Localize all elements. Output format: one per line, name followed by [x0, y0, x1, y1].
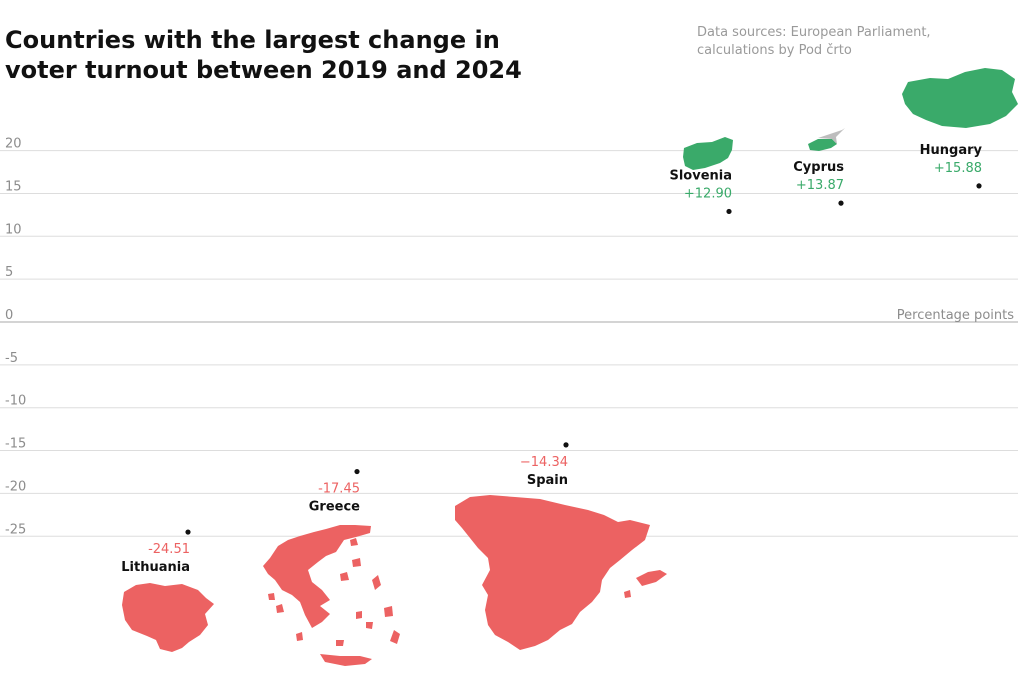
value-label-lithuania: -24.51 — [148, 542, 190, 557]
data-source-note: Data sources: European Parliament, calcu… — [697, 25, 931, 58]
point-dot-greece — [354, 468, 360, 475]
greece-map-icon — [263, 525, 371, 628]
y-tick-label-7: -15 — [5, 437, 26, 452]
value-label-cyprus: +13.87 — [796, 178, 844, 193]
source-line-2: calculations by Pod črto — [697, 43, 852, 58]
hungary-map-icon — [902, 68, 1018, 128]
lithuania-map-icon — [122, 583, 214, 652]
cyprus-map-icon — [808, 139, 837, 151]
point-slovenia: Slovenia +12.90 — [669, 168, 732, 215]
y-unit-label: Percentage points — [897, 308, 1014, 323]
y-tick-label-3: 5 — [5, 265, 13, 280]
point-dot-lithuania — [185, 529, 191, 535]
northern-cyprus-shape — [818, 128, 845, 144]
point-dot-cyprus — [838, 200, 844, 206]
y-tick-label-2: 10 — [5, 222, 22, 237]
y-tick-label-0: 20 — [5, 137, 22, 152]
y-tick-label-8: -20 — [5, 479, 26, 494]
country-label-greece: Greece — [309, 500, 360, 515]
source-line-1: Data sources: European Parliament, — [697, 25, 931, 40]
y-grid: 20 15 10 5 0 -5 -10 -15 -20 -25 — [0, 137, 1018, 537]
country-label-spain: Spain — [527, 473, 568, 488]
country-maps — [122, 68, 1018, 666]
y-tick-label-1: 15 — [5, 179, 22, 194]
point-cyprus: Cyprus +13.87 — [793, 160, 844, 206]
chart-title-line-2: voter turnout between 2019 and 2024 — [5, 56, 522, 84]
point-spain: −14.34 Spain — [520, 442, 569, 488]
point-dot-hungary — [976, 183, 982, 189]
y-tick-label-6: -10 — [5, 394, 26, 409]
data-points: -24.51 Lithuania -17.45 Greece −14.34 Sp… — [121, 143, 982, 575]
spain-map-icon — [455, 495, 650, 650]
y-tick-label-4: 0 — [5, 308, 13, 323]
point-dot-slovenia — [726, 208, 732, 215]
value-label-spain: −14.34 — [520, 455, 568, 470]
value-label-slovenia: +12.90 — [684, 186, 732, 201]
point-lithuania: -24.51 Lithuania — [121, 529, 191, 575]
country-label-lithuania: Lithuania — [121, 560, 190, 575]
greece-islands — [268, 538, 400, 666]
y-tick-label-9: -25 — [5, 522, 26, 537]
value-label-hungary: +15.88 — [934, 161, 982, 176]
point-dot-spain — [563, 442, 569, 448]
point-greece: -17.45 Greece — [309, 468, 360, 515]
country-label-hungary: Hungary — [920, 143, 983, 158]
point-hungary: Hungary +15.88 — [920, 143, 983, 189]
country-label-slovenia: Slovenia — [669, 168, 732, 183]
y-tick-label-5: -5 — [5, 351, 18, 366]
country-label-cyprus: Cyprus — [793, 160, 844, 175]
balearic-islands — [624, 570, 667, 598]
chart-title-line-1: Countries with the largest change in — [5, 26, 500, 54]
chart-title: Countries with the largest change in vot… — [5, 26, 522, 84]
slovenia-map-icon — [683, 137, 733, 170]
value-label-greece: -17.45 — [318, 482, 360, 497]
